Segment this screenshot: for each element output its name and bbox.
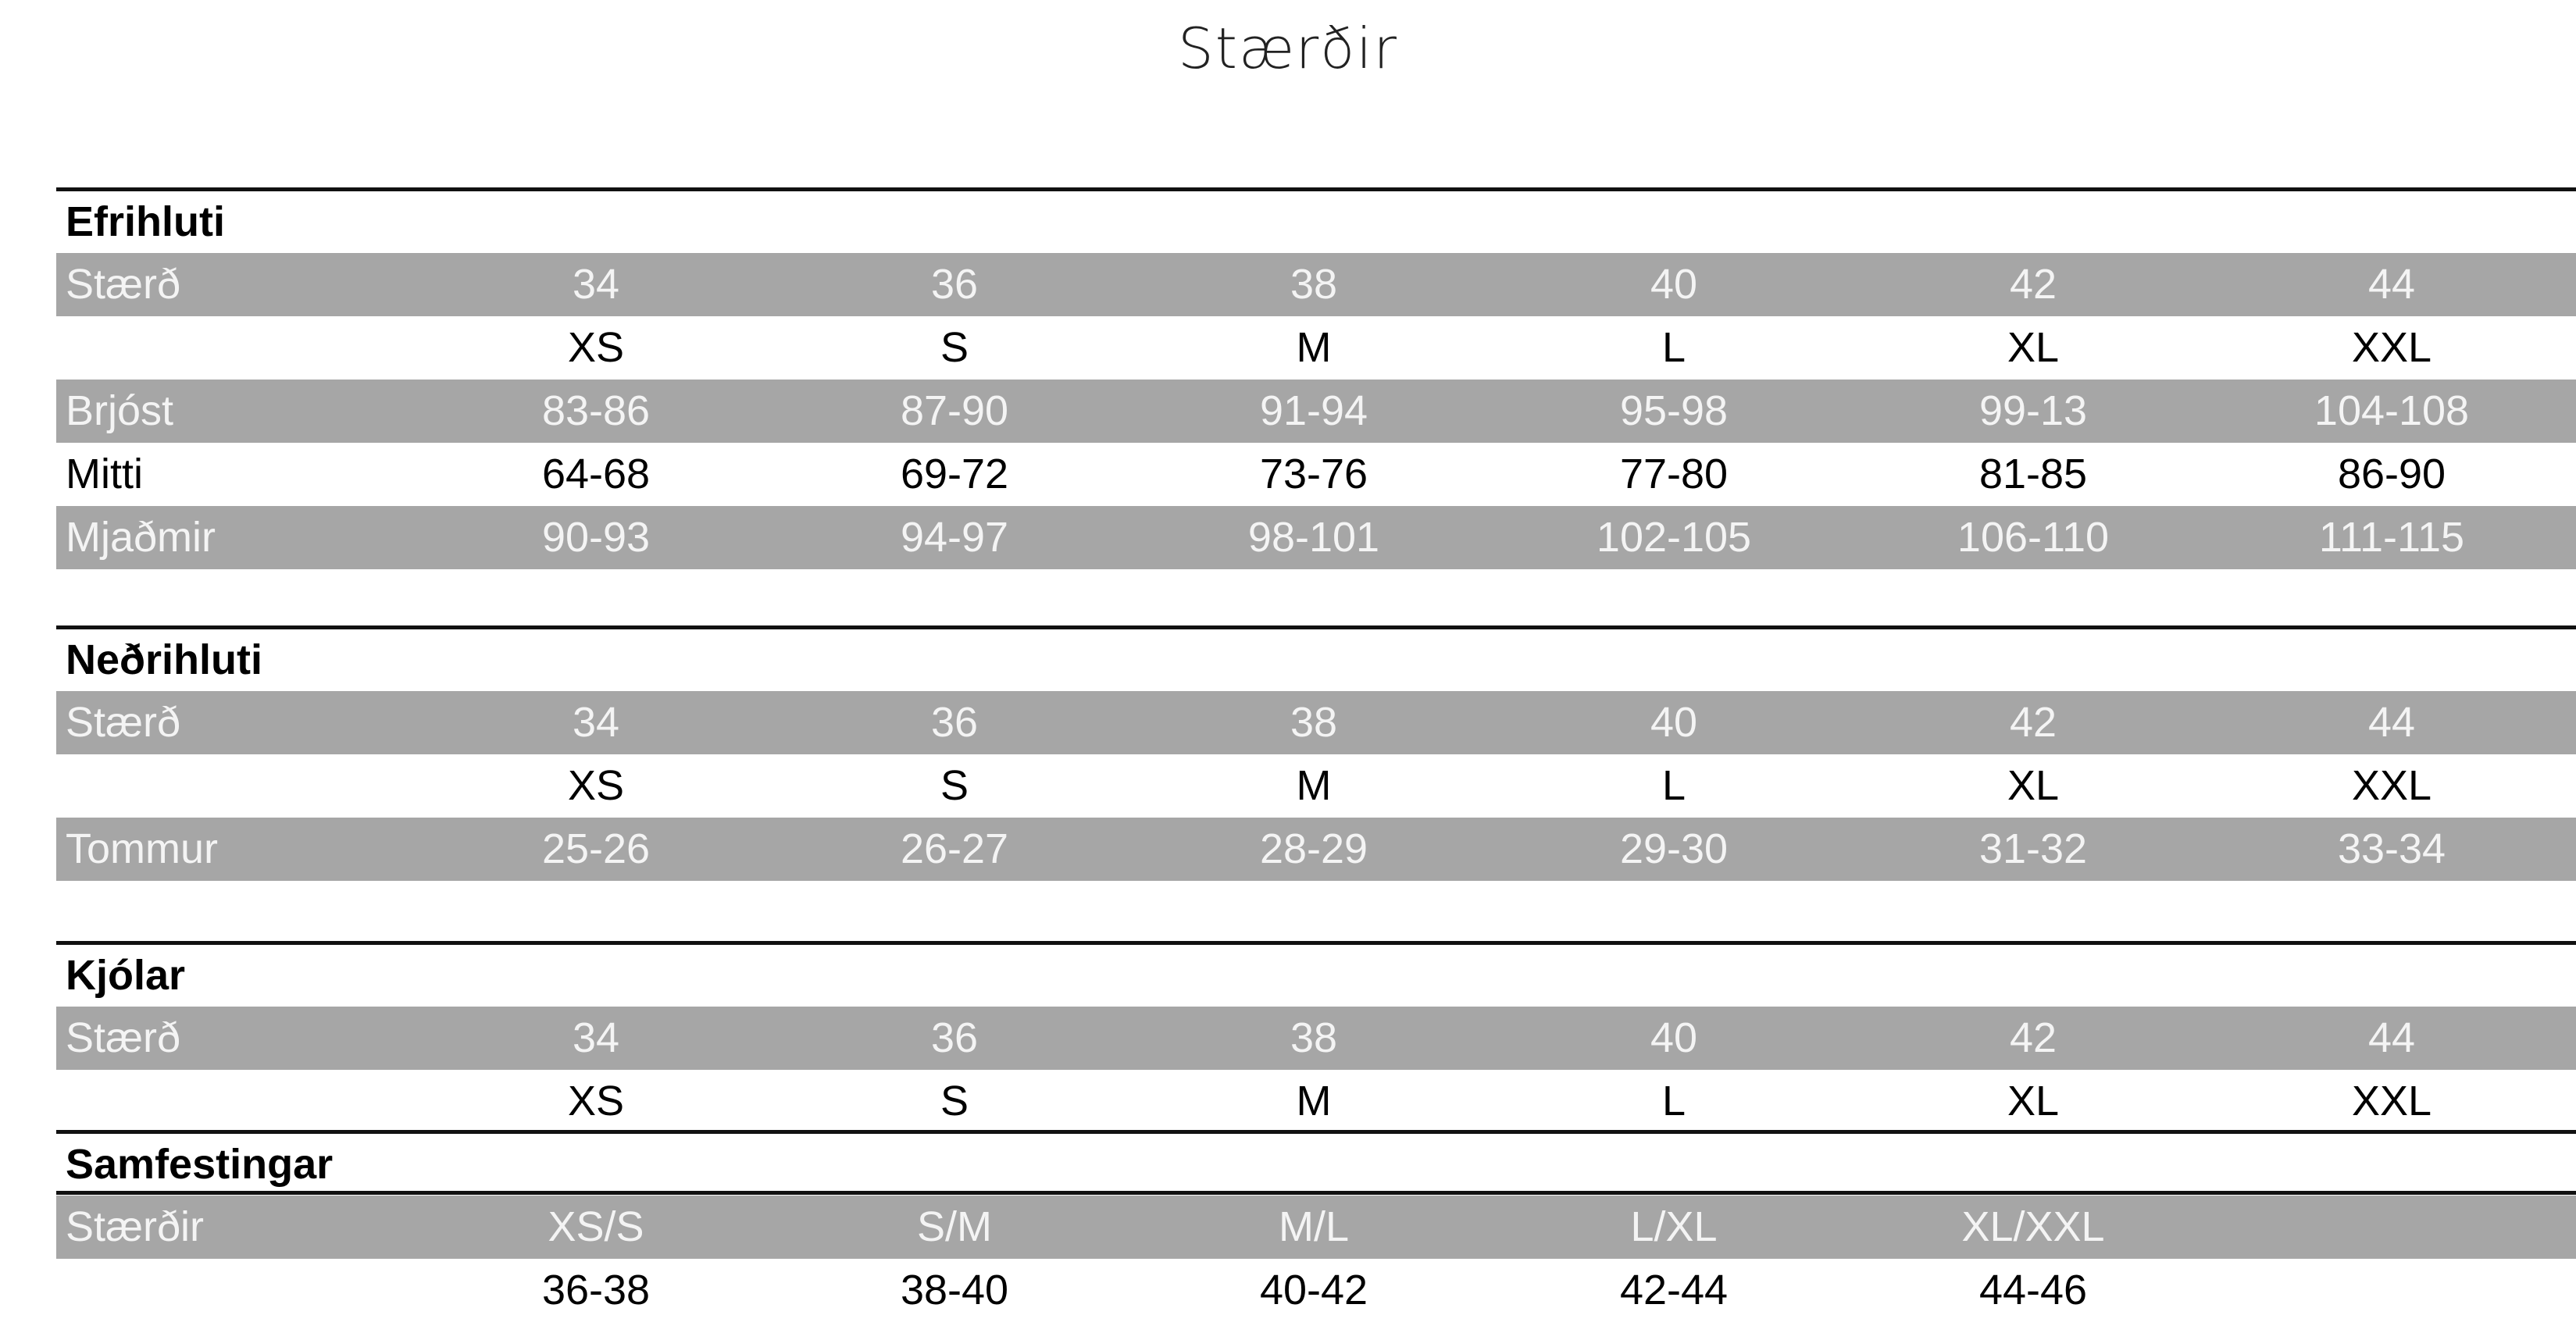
cell: 102-105: [1596, 514, 1752, 561]
cell: 94-97: [900, 514, 1009, 561]
cell: XL: [2007, 762, 2060, 809]
row-band: [56, 1196, 2576, 1259]
cell: 42-44: [1619, 1267, 1729, 1313]
cell: L: [1661, 1078, 1686, 1124]
cell: S: [940, 324, 969, 371]
cell: 36-38: [541, 1267, 651, 1313]
cell: M/L: [1278, 1203, 1350, 1250]
row-label: Stærðir: [66, 1203, 205, 1250]
cell: XS/S: [548, 1203, 644, 1250]
cell: 29-30: [1619, 825, 1729, 872]
row-band: [56, 818, 2576, 881]
cell: XXL: [2351, 762, 2432, 809]
cell: 38: [1290, 261, 1338, 308]
cell: 31-32: [1978, 825, 2088, 872]
row-band: [56, 506, 2576, 569]
cell: XS: [567, 762, 625, 809]
cell: 38: [1290, 1014, 1338, 1061]
section-rule: [56, 625, 2576, 629]
row-label: Mjaðmir: [66, 514, 216, 561]
cell: 81-85: [1978, 451, 2088, 497]
section-heading: Samfestingar: [66, 1141, 334, 1188]
cell: M: [1296, 324, 1332, 371]
cell: 91-94: [1259, 387, 1368, 434]
cell: 42: [2009, 699, 2057, 746]
section-rule: [56, 941, 2576, 945]
cell: 87-90: [900, 387, 1009, 434]
row-band: [56, 1007, 2576, 1070]
row-band: [56, 691, 2576, 754]
cell: 111-115: [2318, 514, 2465, 561]
cell: 36: [930, 261, 979, 308]
cell: XL: [2007, 324, 2060, 371]
row-label: Stærð: [66, 1014, 181, 1061]
row-label: Mitti: [66, 451, 143, 497]
cell: L/XL: [1630, 1203, 1718, 1250]
cell: 42: [2009, 261, 2057, 308]
cell: 77-80: [1619, 451, 1729, 497]
cell: 40: [1650, 699, 1698, 746]
cell: S: [940, 762, 969, 809]
cell: 73-76: [1259, 451, 1368, 497]
row-band: [56, 380, 2576, 443]
cell: L: [1661, 324, 1686, 371]
cell: 98-101: [1247, 514, 1380, 561]
row-label: Brjóst: [66, 387, 174, 434]
cell: 34: [572, 699, 620, 746]
cell: 95-98: [1619, 387, 1729, 434]
cell: 44: [2367, 1014, 2416, 1061]
cell: 106-110: [1957, 514, 2110, 561]
cell: L: [1661, 762, 1686, 809]
cell: 69-72: [900, 451, 1009, 497]
cell: 44: [2367, 261, 2416, 308]
row-label: Stærð: [66, 699, 181, 746]
cell: 83-86: [541, 387, 651, 434]
cell: 40-42: [1259, 1267, 1368, 1313]
row-band: [56, 253, 2576, 316]
cell: XS: [567, 1078, 625, 1124]
cell: 26-27: [900, 825, 1009, 872]
cell: 44-46: [1978, 1267, 2088, 1313]
cell: XXL: [2351, 324, 2432, 371]
section-rule: [56, 1130, 2576, 1134]
cell: 99-13: [1978, 387, 2088, 434]
cell: 25-26: [541, 825, 651, 872]
section-heading: Kjólar: [66, 952, 186, 999]
cell: 33-34: [2337, 825, 2446, 872]
cell: 44: [2367, 699, 2416, 746]
cell: XS: [567, 324, 625, 371]
cell: M: [1296, 762, 1332, 809]
heading-rule: [56, 1191, 2576, 1195]
cell: 64-68: [541, 451, 651, 497]
section-heading: Neðrihluti: [66, 636, 262, 683]
title: Stærðir: [1178, 16, 1398, 81]
section-heading: Efrihluti: [66, 198, 225, 245]
cell: 36: [930, 1014, 979, 1061]
row-label: Tommur: [66, 825, 219, 872]
cell: 34: [572, 1014, 620, 1061]
cell: 40: [1650, 261, 1698, 308]
cell: XL: [2007, 1078, 2060, 1124]
section-rule: [56, 187, 2576, 191]
cell: S: [940, 1078, 969, 1124]
row-label: Stærð: [66, 261, 181, 308]
cell: 36: [930, 699, 979, 746]
cell: 86-90: [2337, 451, 2446, 497]
cell: 42: [2009, 1014, 2057, 1061]
cell: 38: [1290, 699, 1338, 746]
cell: 38-40: [900, 1267, 1009, 1313]
cell: 28-29: [1259, 825, 1368, 872]
cell: 104-108: [2314, 387, 2470, 434]
cell: 40: [1650, 1014, 1698, 1061]
cell: M: [1296, 1078, 1332, 1124]
cell: 34: [572, 261, 620, 308]
cell: 90-93: [541, 514, 651, 561]
cell: XL/XXL: [1961, 1203, 2105, 1250]
cell: S/M: [916, 1203, 992, 1250]
cell: XXL: [2351, 1078, 2432, 1124]
